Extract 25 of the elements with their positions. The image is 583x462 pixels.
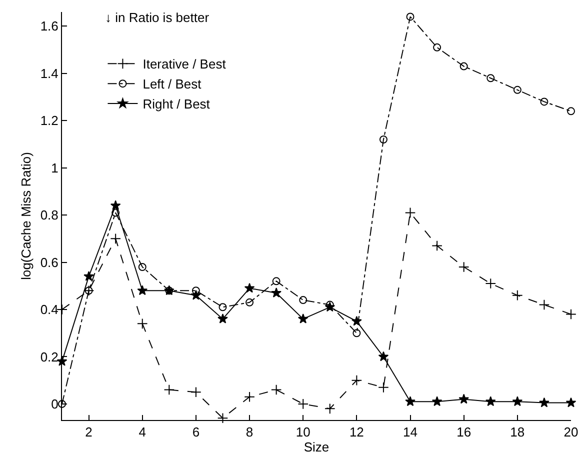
x-tick-label: 14 <box>403 424 418 440</box>
annotation: ↓ in Ratio is better <box>105 10 210 25</box>
y-tick-label: 1.6 <box>40 18 58 34</box>
x-axis-title: Size <box>304 440 330 455</box>
y-tick-label: 0.6 <box>40 254 58 270</box>
y-tick-label: 1.4 <box>40 66 58 81</box>
y-axis-title: log(Cache Miss Ratio) <box>18 152 34 280</box>
y-tick-label: 0.2 <box>40 349 58 364</box>
legend-label: Iterative / Best <box>142 56 226 72</box>
legend-label: Left / Best <box>142 76 202 92</box>
x-tick-label: 10 <box>296 424 310 440</box>
x-tick-label: 2 <box>85 424 92 440</box>
x-tick-label: 12 <box>349 424 364 440</box>
x-tick-label: 8 <box>246 424 254 440</box>
x-tick-label: 6 <box>192 424 200 440</box>
y-tick-label: 1.2 <box>40 113 58 128</box>
x-tick-label: 16 <box>456 424 472 440</box>
y-tick-label: 0.8 <box>40 208 58 223</box>
x-tick-label: 20 <box>564 424 578 440</box>
legend-label: Right / Best <box>142 96 210 112</box>
x-tick-label: 4 <box>138 424 146 440</box>
y-tick-label: 0.4 <box>40 302 58 318</box>
y-tick-label: 0 <box>51 396 58 412</box>
x-tick-label: 18 <box>510 424 525 440</box>
y-tick-label: 1 <box>51 160 58 176</box>
